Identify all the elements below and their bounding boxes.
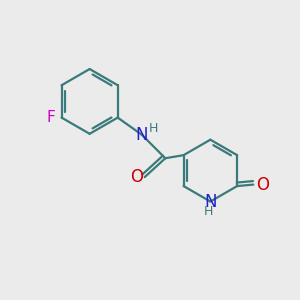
Text: N: N (204, 193, 217, 211)
Text: N: N (136, 126, 148, 144)
Text: H: H (148, 122, 158, 135)
Text: O: O (256, 176, 269, 194)
Text: F: F (46, 110, 55, 125)
Text: O: O (130, 167, 143, 185)
Text: H: H (204, 205, 214, 218)
